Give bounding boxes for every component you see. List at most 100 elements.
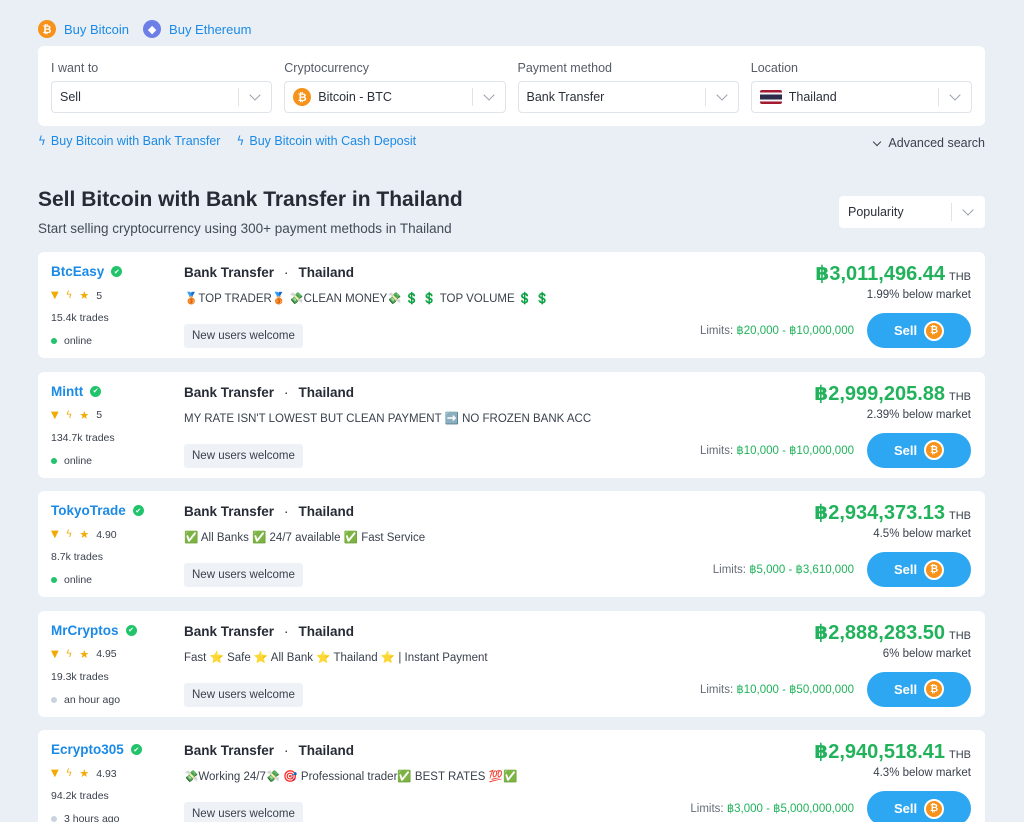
payment-select[interactable]: Bank Transfer <box>517 81 739 113</box>
bitcoin-icon: ₿ <box>38 20 56 38</box>
chevron-down-icon <box>249 89 261 101</box>
offer-price: ฿2,934,373.13 THB <box>814 500 971 525</box>
trader-name: Ecrypto305 <box>51 742 124 757</box>
payment-method: Bank Transfer · Thailand <box>184 504 355 519</box>
trader-name-link[interactable]: MrCryptos ✔ <box>51 623 137 638</box>
market-diff: 2.39% below market <box>866 408 971 421</box>
star-icon: ★ <box>79 647 90 661</box>
payment-method-name: Bank Transfer <box>184 265 275 280</box>
online-status: online <box>51 574 92 586</box>
trophy-icon: ▼ <box>51 409 59 421</box>
trader-badges: ▼ ϟ ★ 4.90 <box>51 528 117 541</box>
payment-method: Bank Transfer · Thailand <box>184 384 355 400</box>
status-dot-icon <box>51 577 57 583</box>
verified-badge-icon: ✔ <box>125 624 137 636</box>
offer-location: Thailand <box>298 504 355 519</box>
bitcoin-icon: ₿ <box>924 440 945 460</box>
payment-value: Bank Transfer <box>526 90 605 104</box>
sell-button[interactable]: Sell ₿ <box>867 791 971 822</box>
verified-badge-icon: ✔ <box>111 266 123 277</box>
crypto-select[interactable]: ₿ Bitcoin - BTC <box>284 81 506 113</box>
limits-value: ฿5,000 - ฿3,610,000 <box>749 564 854 576</box>
quick-link-bank-transfer[interactable]: ϟ Buy Bitcoin with Bank Transfer <box>38 134 220 148</box>
trader-rating: 4.93 <box>96 767 117 780</box>
sell-button[interactable]: Sell ₿ <box>867 432 971 468</box>
offer-location: Thailand <box>298 743 355 758</box>
status-text: 3 hours ago <box>64 813 120 822</box>
offer-terms: MY RATE ISN'T LOWEST BUT CLEAN PAYMENT ➡… <box>184 412 592 425</box>
want-select[interactable]: Sell <box>51 81 273 113</box>
offer-location: Thailand <box>298 384 355 400</box>
sort-value: Popularity <box>848 205 904 219</box>
buy-bitcoin-link[interactable]: ₿ Buy Bitcoin <box>38 20 129 38</box>
sell-button-label: Sell <box>893 801 918 816</box>
trader-name-link[interactable]: TokyoTrade ✔ <box>51 503 144 518</box>
limits-value: ฿10,000 - ฿50,000,000 <box>736 683 854 696</box>
chevron-down-icon <box>962 204 974 216</box>
price-amount: ฿2,934,373.13 <box>814 502 945 524</box>
online-status: an hour ago <box>51 694 120 706</box>
star-icon: ★ <box>79 767 90 780</box>
sort-select[interactable]: Popularity <box>839 196 985 228</box>
payment-method-name: Bank Transfer <box>184 504 275 519</box>
price-amount: ฿2,999,205.88 <box>814 382 945 405</box>
quick-link-cash-deposit[interactable]: ϟ Buy Bitcoin with Cash Deposit <box>236 134 416 148</box>
lightning-icon: ϟ <box>65 529 73 540</box>
status-text: online <box>64 454 93 467</box>
sell-button-label: Sell <box>893 562 918 577</box>
new-users-tag: New users welcome <box>184 682 303 707</box>
trade-limits: Limits: ฿10,000 - ฿50,000,000 <box>700 682 854 696</box>
lightning-icon: ϟ <box>65 290 73 301</box>
sell-button[interactable]: Sell ₿ <box>867 552 971 587</box>
location-select[interactable]: Thailand <box>750 81 972 113</box>
online-status: online <box>51 455 92 467</box>
filter-panel: I want to Sell Cryptocurrency ₿ Bitcoin … <box>38 46 985 126</box>
trade-count: 15.4k trades <box>51 312 109 324</box>
offer-location: Thailand <box>298 623 355 639</box>
sell-button[interactable]: Sell ₿ <box>867 671 971 707</box>
offer-card: Mintt ✔ ▼ ϟ ★ 5 134.7k trades online Ban… <box>38 371 985 478</box>
trade-limits: Limits: ฿3,000 - ฿5,000,000,000 <box>690 801 854 815</box>
offer-card: BtcEasy ✔ ▼ ϟ ★ 5 15.4k trades online Ba… <box>38 252 985 358</box>
trade-count: 8.7k trades <box>51 551 103 563</box>
trader-rating: 5 <box>96 289 103 302</box>
filter-location: Location Thailand <box>750 46 972 126</box>
trader-rating: 5 <box>96 409 103 421</box>
page-title: Sell Bitcoin with Bank Transfer in Thail… <box>38 188 463 211</box>
sell-button[interactable]: Sell ₿ <box>867 313 971 348</box>
trader-name-link[interactable]: Mintt ✔ <box>51 384 102 399</box>
online-status: 3 hours ago <box>51 813 119 822</box>
new-users-tag: New users welcome <box>184 802 303 822</box>
offer-terms: 🥉TOP TRADER🥉 💸CLEAN MONEY💸 💲 💲 TOP VOLUM… <box>184 293 550 305</box>
trophy-icon: ▼ <box>51 290 59 301</box>
trader-badges: ▼ ϟ ★ 4.93 <box>51 767 117 780</box>
market-diff: 1.99% below market <box>866 289 971 301</box>
trade-count: 134.7k trades <box>51 431 115 444</box>
bitcoin-icon: ₿ <box>293 88 312 106</box>
filter-payment-label: Payment method <box>517 61 613 75</box>
buy-ethereum-link[interactable]: ◆ Buy Ethereum <box>143 20 251 38</box>
status-text: online <box>64 335 93 347</box>
online-status: online <box>51 335 92 347</box>
trader-name-link[interactable]: Ecrypto305 ✔ <box>51 742 142 757</box>
trader-name-link[interactable]: BtcEasy ✔ <box>51 264 123 279</box>
status-text: online <box>64 574 93 586</box>
lightning-icon: ϟ <box>236 134 245 148</box>
payment-method: Bank Transfer · Thailand <box>184 265 355 280</box>
offer-terms: 💸Working 24/7💸 🎯 Professional trader✅ BE… <box>184 771 518 783</box>
advanced-search-toggle[interactable]: Advanced search <box>873 136 985 150</box>
buy-ethereum-label: Buy Ethereum <box>169 21 252 37</box>
ethereum-icon: ◆ <box>143 20 162 38</box>
status-dot-icon <box>51 816 57 822</box>
status-dot-icon <box>51 338 57 344</box>
new-users-tag: New users welcome <box>184 563 303 587</box>
trade-count: 94.2k trades <box>51 790 109 802</box>
payment-method: Bank Transfer · Thailand <box>184 623 355 639</box>
trophy-icon: ▼ <box>51 768 59 779</box>
sell-button-label: Sell <box>893 442 918 458</box>
chevron-down-icon <box>716 89 728 101</box>
bitcoin-icon: ₿ <box>924 679 945 699</box>
trophy-icon: ▼ <box>51 648 59 660</box>
filter-location-label: Location <box>750 61 799 75</box>
offer-card: Ecrypto305 ✔ ▼ ϟ ★ 4.93 94.2k trades 3 h… <box>38 730 985 822</box>
